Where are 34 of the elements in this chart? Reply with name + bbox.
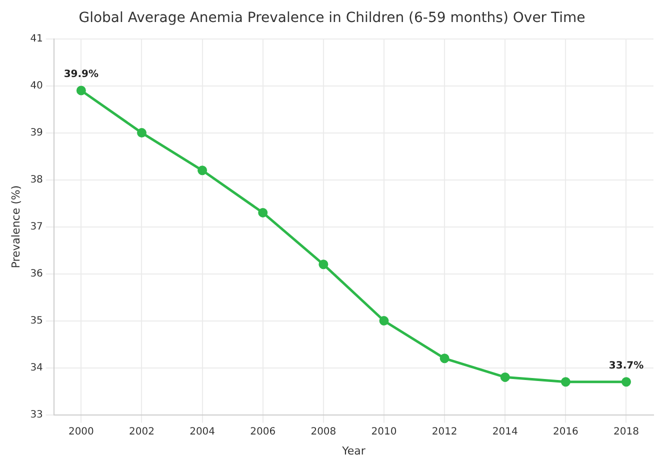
y-tick-label: 40 [30, 80, 43, 92]
x-tick-label: 2004 [190, 426, 216, 438]
y-tick-label: 39 [30, 127, 43, 138]
point [318, 260, 328, 270]
point [379, 316, 389, 326]
x-tick-label: 2014 [492, 426, 518, 438]
x-tick-label: 2018 [614, 426, 639, 438]
y-axis-title: Prevalence (%) [9, 185, 22, 268]
point [440, 354, 450, 364]
y-tick-label: 35 [30, 315, 43, 326]
data-label: 33.7% [608, 360, 644, 372]
y-tick-label: 33 [30, 409, 43, 420]
x-tick-label: 2008 [310, 426, 336, 438]
point [258, 208, 268, 218]
y-tick-label: 38 [30, 174, 43, 186]
point [621, 377, 631, 387]
y-tick-label: 37 [30, 221, 43, 232]
x-tick-label: 2002 [129, 426, 154, 438]
y-tick-label: 36 [30, 268, 43, 280]
x-tick-label: 2010 [371, 426, 397, 438]
data-label: 39.9% [64, 69, 99, 80]
x-axis-title: Year [341, 444, 366, 458]
y-tick-label: 41 [30, 33, 43, 44]
x-tick-label: 2012 [432, 426, 458, 438]
point [560, 377, 570, 387]
chart-title: Global Average Anemia Prevalence in Children (6-59 months) Over Time [78, 10, 586, 26]
point [76, 86, 86, 96]
x-tick-label: 2006 [250, 426, 276, 438]
point [500, 372, 510, 382]
x-tick-label: 2016 [552, 426, 578, 438]
point [198, 166, 208, 176]
point [136, 128, 146, 138]
y-tick-label: 34 [30, 362, 43, 374]
x-tick-label: 2000 [68, 426, 94, 438]
